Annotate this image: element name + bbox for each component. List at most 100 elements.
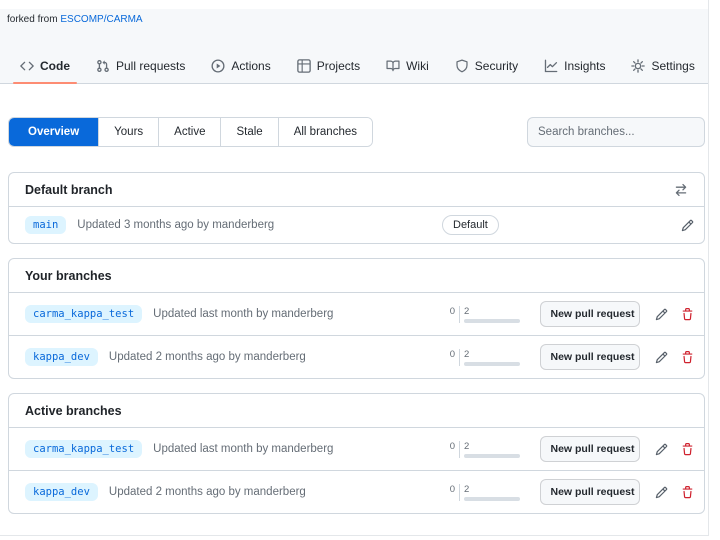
repo-tab-label: Code xyxy=(40,59,70,73)
repo-nav: Code Pull requests Actions Projects Wiki Secu… xyxy=(0,49,708,84)
repo-tab-insights[interactable]: Insights xyxy=(536,49,613,83)
repo-tab-label: Actions xyxy=(231,59,271,73)
ahead-bar xyxy=(464,496,520,501)
repo-tab-settings[interactable]: Settings xyxy=(623,49,702,83)
ahead-count: 2 xyxy=(464,440,470,452)
shield-icon xyxy=(456,59,468,73)
repo-tab-pull-requests[interactable]: Pull requests xyxy=(88,49,193,83)
pencil-icon xyxy=(655,351,668,363)
section-header: Your branches xyxy=(9,259,704,293)
branch-name-link[interactable]: main xyxy=(25,216,67,234)
delete-branch-button[interactable] xyxy=(681,350,694,364)
branch-updated-text: Updated 2 months ago by manderberg xyxy=(108,351,306,363)
ahead-bar xyxy=(464,361,520,366)
rename-branch-button[interactable] xyxy=(655,308,668,321)
filter-tab-active[interactable]: Active xyxy=(158,118,221,146)
new-pull-request-button[interactable]: New pull request xyxy=(540,479,640,505)
filter-tab-stale[interactable]: Stale xyxy=(220,118,278,146)
rename-branch-button[interactable] xyxy=(655,443,668,456)
delete-branch-button[interactable] xyxy=(681,307,694,321)
ahead-bar xyxy=(464,318,520,323)
branch-row: carma_kappa_test Updated last month by ma… xyxy=(9,428,704,470)
branch-button-slot: New pull request xyxy=(540,479,640,505)
book-icon xyxy=(386,60,400,72)
new-pull-request-button[interactable]: New pull request xyxy=(540,301,640,327)
branch-name-link[interactable]: carma_kappa_test xyxy=(25,305,143,323)
branch-stats: Default xyxy=(442,215,520,235)
delete-branch-button[interactable] xyxy=(681,442,694,456)
behind-count: 0 xyxy=(449,440,456,452)
branch-updated-text: Updated last month by manderberg xyxy=(153,443,334,455)
pencil-icon xyxy=(655,486,668,498)
rename-branch-button[interactable] xyxy=(655,486,668,499)
repo-tab-security[interactable]: Security xyxy=(447,49,526,83)
default-badge: Default xyxy=(442,215,499,235)
rename-branch-button[interactable] xyxy=(681,219,694,232)
repo-tab-actions[interactable]: Actions xyxy=(203,49,278,83)
filter-tab-all-branches[interactable]: All branches xyxy=(277,118,372,146)
search-branches-input[interactable] xyxy=(527,117,705,147)
branch-actions xyxy=(648,485,694,499)
switch-default-branch-button[interactable] xyxy=(674,183,688,197)
fork-banner-prefix: forked from xyxy=(7,14,58,25)
repo-tab-code[interactable]: Code xyxy=(12,49,78,84)
rename-branch-button[interactable] xyxy=(655,351,668,364)
branch-updated-text: Updated 3 months ago by manderberg xyxy=(77,219,275,231)
trash-icon xyxy=(682,350,693,363)
repo-header: forked from ESCOMP/CARMA Code Pull reques… xyxy=(0,9,708,84)
behind-count: 0 xyxy=(449,305,456,317)
branch-updated-text: Updated last month by manderberg xyxy=(153,308,334,320)
repo-tab-label: Settings xyxy=(651,59,695,73)
project-table-icon xyxy=(296,59,311,73)
ahead-behind-divider xyxy=(459,440,460,458)
section-rows: main Updated 3 months ago by manderberg De… xyxy=(9,207,704,243)
branch-actions xyxy=(648,307,694,321)
trash-icon xyxy=(682,442,693,455)
section-rows: carma_kappa_test Updated last month by ma… xyxy=(9,293,704,378)
graph-icon xyxy=(544,59,558,73)
section-title: Default branch xyxy=(25,183,113,197)
branch-row: main Updated 3 months ago by manderberg De… xyxy=(9,207,704,243)
repo-tab-projects[interactable]: Projects xyxy=(289,49,368,83)
branch-sections: Default branch main Updated 3 months ago b… xyxy=(8,172,705,514)
fork-banner: forked from ESCOMP/CARMA xyxy=(0,13,708,26)
repo-tab-wiki[interactable]: Wiki xyxy=(378,49,437,83)
branch-section-active-branches: Active branches carma_kappa_test Updated l… xyxy=(8,393,705,514)
filter-tab-yours[interactable]: Yours xyxy=(98,118,159,146)
ahead-count: 2 xyxy=(464,305,470,317)
new-pull-request-label: New pull request xyxy=(550,486,635,498)
trash-icon xyxy=(682,485,693,498)
behind-count: 0 xyxy=(449,483,456,495)
branch-name-link[interactable]: carma_kappa_test xyxy=(25,440,143,458)
section-header: Active branches xyxy=(9,394,704,428)
branch-row: kappa_dev Updated 2 months ago by manderb… xyxy=(9,470,704,513)
code-icon xyxy=(20,61,34,71)
branch-button-slot: New pull request xyxy=(540,301,640,327)
branches-page: forked from ESCOMP/CARMA Code Pull reques… xyxy=(0,0,709,536)
branch-row: carma_kappa_test Updated last month by ma… xyxy=(9,293,704,335)
filter-tab-overview[interactable]: Overview xyxy=(9,118,99,146)
ahead-count: 2 xyxy=(464,483,470,495)
pull-request-icon xyxy=(97,60,109,72)
behind-count: 0 xyxy=(449,348,456,360)
delete-branch-button[interactable] xyxy=(681,485,694,499)
branch-updated-text: Updated 2 months ago by manderberg xyxy=(108,486,306,498)
branch-filter-tabs: Overview Yours Active Stale All branches xyxy=(8,117,373,147)
new-pull-request-label: New pull request xyxy=(550,443,635,455)
section-title: Your branches xyxy=(25,269,112,283)
new-pull-request-button[interactable]: New pull request xyxy=(540,344,640,370)
branch-name-link[interactable]: kappa_dev xyxy=(25,483,98,501)
new-pull-request-button[interactable]: New pull request xyxy=(540,436,640,462)
branch-actions xyxy=(648,219,694,232)
ahead-behind-divider xyxy=(459,305,460,323)
fork-source-link[interactable]: ESCOMP/CARMA xyxy=(60,14,143,25)
branch-name-link[interactable]: kappa_dev xyxy=(25,348,98,366)
section-rows: carma_kappa_test Updated last month by ma… xyxy=(9,428,704,513)
